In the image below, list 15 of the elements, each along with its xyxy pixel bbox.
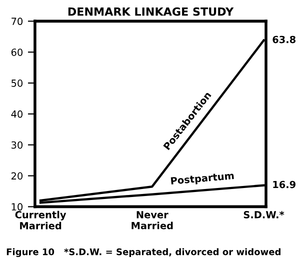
y-tick-label: 20 [11, 172, 23, 180]
x-tick-label: Never Married [132, 211, 173, 230]
series-label: Postpartum [170, 172, 234, 186]
y-tick-label: 30 [12, 141, 23, 149]
y-tick-label: 40 [11, 110, 23, 118]
chart-title: DENMARK LINKAGE STUDY [68, 7, 234, 16]
caption: Figure 10 *S.D.W. = Separated, divorced or widowed [6, 248, 280, 258]
data-label: 16.9 [273, 180, 296, 188]
y-tick-label: 50 [12, 80, 23, 87]
data-label: 63.8 [272, 36, 296, 44]
x-tick-label: Currently Married [15, 210, 66, 230]
y-tick-label: 10 [12, 203, 23, 211]
y-tick-label: 60 [11, 48, 23, 56]
x-tick-label: S.D.W.* [244, 211, 284, 218]
y-tick-label: 70 [12, 18, 23, 26]
